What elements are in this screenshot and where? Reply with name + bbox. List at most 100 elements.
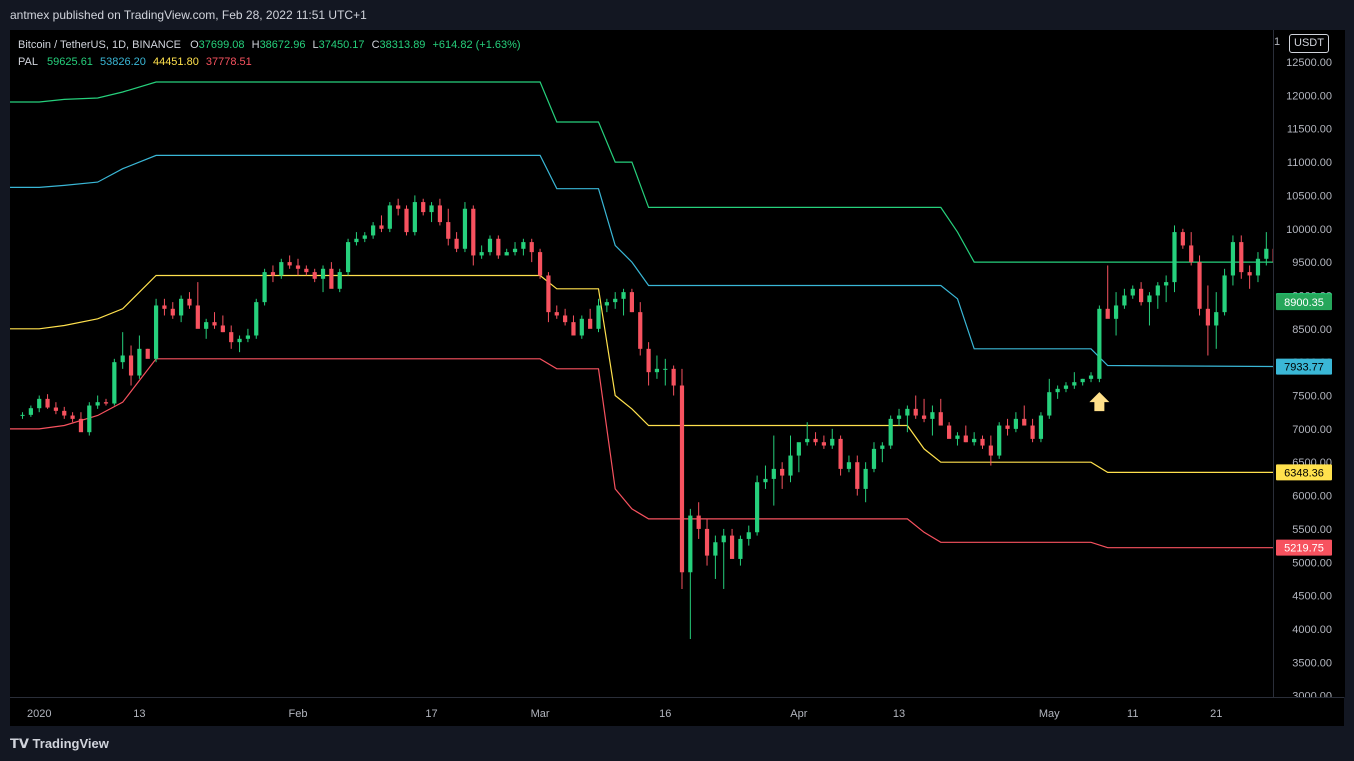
candle[interactable] xyxy=(362,232,367,243)
candle[interactable] xyxy=(153,298,159,363)
candle[interactable] xyxy=(62,406,67,419)
candle[interactable] xyxy=(1072,372,1077,389)
candle[interactable] xyxy=(1047,378,1052,419)
candle[interactable] xyxy=(621,288,626,316)
candle[interactable] xyxy=(688,508,693,639)
candle[interactable] xyxy=(337,268,342,293)
candle[interactable] xyxy=(921,398,927,423)
candle[interactable] xyxy=(846,455,852,473)
candle[interactable] xyxy=(304,265,309,276)
price-label-badge[interactable]: 6348.36 xyxy=(1276,464,1332,481)
price-axis-svg[interactable]: 3000.00 3500.00 4000.00 4500.00 5000.00 5500.… xyxy=(1274,30,1345,697)
candle[interactable] xyxy=(354,232,359,246)
candle[interactable] xyxy=(1172,225,1177,293)
candle[interactable] xyxy=(947,422,952,439)
candle[interactable] xyxy=(1255,252,1261,283)
candle[interactable] xyxy=(980,435,985,449)
candle[interactable] xyxy=(863,462,868,503)
candle[interactable] xyxy=(588,308,593,329)
candle[interactable] xyxy=(371,222,376,239)
candle[interactable] xyxy=(87,402,92,436)
candle[interactable] xyxy=(830,428,835,449)
candle[interactable] xyxy=(997,422,1002,459)
candle[interactable] xyxy=(805,422,810,446)
candle[interactable] xyxy=(1230,235,1236,286)
pal-line-mid-high[interactable] xyxy=(10,154,1273,368)
pal-line-mid-low[interactable] xyxy=(10,274,1273,473)
candle[interactable] xyxy=(1222,268,1227,316)
candle[interactable] xyxy=(788,435,793,483)
candle[interactable] xyxy=(679,368,685,589)
candle[interactable] xyxy=(796,442,801,473)
candle[interactable] xyxy=(379,215,384,233)
candle[interactable] xyxy=(821,435,826,449)
candle[interactable] xyxy=(780,462,785,489)
candle[interactable] xyxy=(888,415,893,449)
candle[interactable] xyxy=(446,208,451,246)
candle[interactable] xyxy=(671,365,676,396)
candle[interactable] xyxy=(729,528,735,559)
time-axis-svg[interactable]: 2020 13 Feb 17 Mar 16 Apr 13 May 11 21 xyxy=(10,698,1344,727)
candle[interactable] xyxy=(1264,232,1269,266)
candle[interactable] xyxy=(663,358,668,386)
candle[interactable] xyxy=(20,412,25,419)
candle[interactable] xyxy=(896,408,902,426)
candle[interactable] xyxy=(329,262,334,289)
candle[interactable] xyxy=(838,435,843,476)
candle[interactable] xyxy=(1122,288,1127,309)
candle[interactable] xyxy=(78,412,84,433)
candle[interactable] xyxy=(563,308,568,326)
candle[interactable] xyxy=(955,432,960,446)
candle[interactable] xyxy=(387,202,392,233)
candle[interactable] xyxy=(613,292,618,309)
candle[interactable] xyxy=(162,298,167,316)
candle[interactable] xyxy=(437,198,443,226)
candle[interactable] xyxy=(262,268,267,306)
candle[interactable] xyxy=(1197,255,1202,316)
currency-unit-badge[interactable]: USDT xyxy=(1289,34,1329,53)
candle[interactable] xyxy=(521,238,526,256)
symbol-title[interactable]: Bitcoin / TetherUS, 1D, BINANCE xyxy=(18,39,182,51)
candle[interactable] xyxy=(529,238,534,263)
candle[interactable] xyxy=(320,265,326,293)
candle[interactable] xyxy=(462,202,468,253)
candle[interactable] xyxy=(629,288,635,313)
candle[interactable] xyxy=(1130,285,1135,299)
candle[interactable] xyxy=(396,198,401,216)
candle[interactable] xyxy=(454,232,459,253)
candle[interactable] xyxy=(696,502,701,539)
candle[interactable] xyxy=(654,355,660,379)
candle[interactable] xyxy=(279,258,284,279)
candle[interactable] xyxy=(220,315,225,333)
candle[interactable] xyxy=(1055,385,1060,399)
candle[interactable] xyxy=(704,518,710,566)
candle[interactable] xyxy=(487,235,493,256)
candle[interactable] xyxy=(721,528,726,589)
candle[interactable] xyxy=(404,205,409,236)
candle[interactable] xyxy=(312,268,317,283)
candle[interactable] xyxy=(179,295,184,323)
candle[interactable] xyxy=(270,265,276,283)
candle[interactable] xyxy=(204,318,209,339)
candle[interactable] xyxy=(913,395,918,419)
candle[interactable] xyxy=(1247,265,1252,289)
time-axis[interactable]: 2020 13 Feb 17 Mar 16 Apr 13 May 11 21 xyxy=(10,697,1344,727)
candle[interactable] xyxy=(537,248,543,279)
candle[interactable] xyxy=(120,332,125,369)
candle[interactable] xyxy=(1155,282,1160,309)
candle[interactable] xyxy=(1239,235,1244,279)
candle[interactable] xyxy=(1180,228,1185,249)
arrow-up-icon[interactable] xyxy=(1089,392,1110,412)
candle[interactable] xyxy=(479,245,484,259)
candle[interactable] xyxy=(45,394,50,409)
candle[interactable] xyxy=(1080,378,1085,386)
candle[interactable] xyxy=(579,315,584,339)
candle[interactable] xyxy=(1214,292,1219,349)
candle[interactable] xyxy=(554,305,559,319)
candle[interactable] xyxy=(1113,292,1119,336)
candle[interactable] xyxy=(1038,412,1044,443)
candle[interactable] xyxy=(546,272,551,323)
candle[interactable] xyxy=(604,298,609,313)
candle[interactable] xyxy=(972,432,977,446)
candle[interactable] xyxy=(137,335,142,379)
